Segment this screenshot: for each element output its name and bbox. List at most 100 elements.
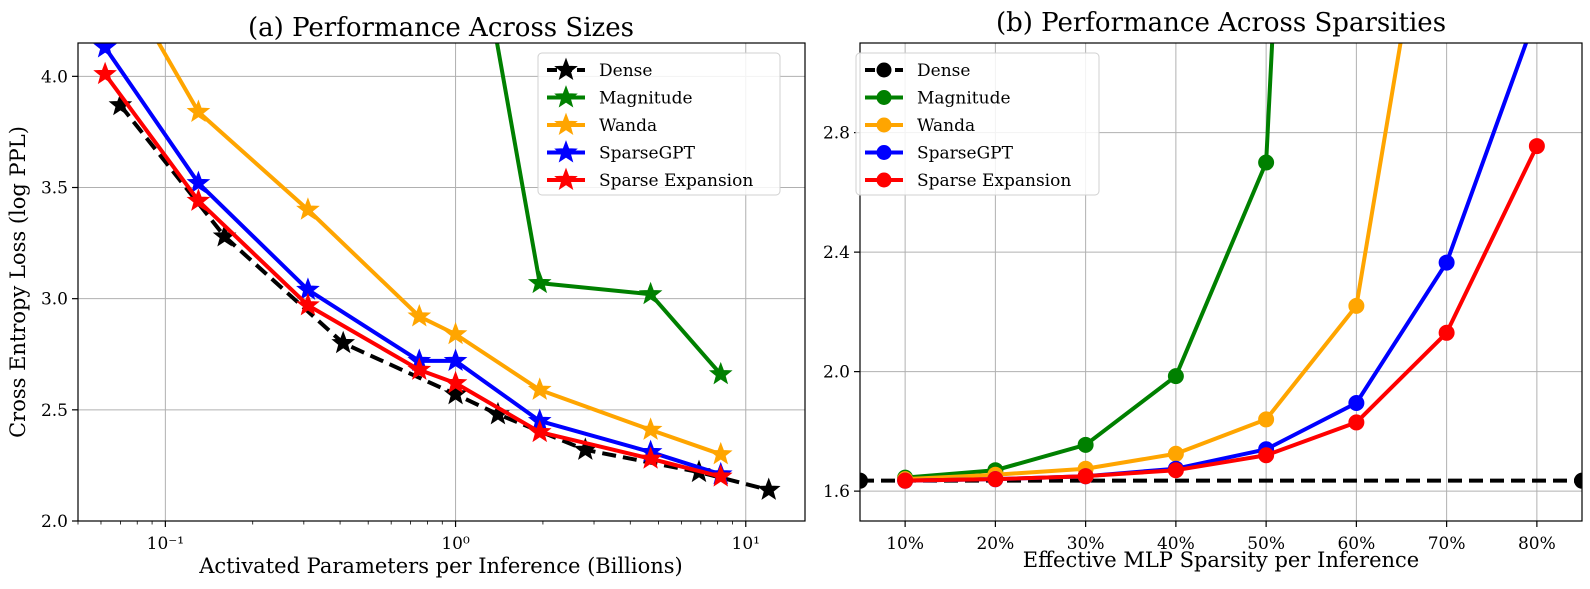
data-point [1077, 436, 1094, 453]
panel-performance-across-sparsities: (b) Performance Across Sparsities 10% 20%… [823, 6, 1583, 572]
data-point [638, 446, 663, 469]
legend-item-magnitude: Magnitude [547, 85, 693, 109]
data-point [1077, 468, 1094, 485]
data-point [186, 99, 211, 122]
legend-item-sparse-expansion: Sparse Expansion [547, 167, 753, 191]
series-dense [860, 472, 1582, 489]
x-axis-label: Activated Parameters per Inference (Bill… [198, 554, 683, 578]
data-point [897, 472, 914, 489]
data-point [1167, 368, 1184, 385]
data-point [443, 321, 468, 345]
x-tick-label: 50% [1247, 534, 1285, 554]
data-series [860, 6, 1582, 489]
legend-item-dense: Dense [547, 57, 652, 81]
data-point [186, 170, 211, 194]
legend-marker [876, 90, 892, 105]
y-tick-label: 1.6 [823, 482, 850, 502]
series-line [905, 145, 1539, 483]
x-tick-label: 70% [1428, 534, 1466, 554]
legend-marker [876, 172, 892, 188]
data-point [1529, 6, 1544, 21]
data-series [93, 43, 781, 500]
legend-marker [554, 112, 578, 136]
legend-label: Sparse Expansion [599, 171, 753, 191]
data-point [527, 270, 552, 294]
legend-label: Wanda [599, 116, 657, 136]
data-point [186, 188, 211, 211]
data-point [1574, 472, 1582, 489]
legend-label: Magnitude [917, 89, 1011, 109]
data-point [1348, 394, 1365, 411]
x-tick-label: 40% [1157, 534, 1195, 554]
x-tick-label: 10¹ [732, 534, 760, 554]
data-point [1348, 297, 1365, 314]
series-magnitude [495, 43, 733, 385]
legend-item-wanda: Wanda [865, 116, 975, 136]
legend-item-sparsegpt: SparseGPT [547, 140, 696, 164]
series-sparse-expansion [897, 138, 1545, 489]
legend-marker [554, 167, 578, 191]
plot-frame [77, 42, 806, 522]
data-point [860, 472, 868, 489]
y-tick-label: 2.0 [823, 363, 850, 383]
data-point [1438, 254, 1455, 271]
x-tick-label: 80% [1518, 534, 1556, 554]
legend-frame [855, 52, 1100, 196]
legend-label: Dense [599, 61, 652, 81]
legend-item-magnitude: Magnitude [865, 89, 1011, 109]
legend-marker [876, 117, 892, 133]
x-axis-label: Effective MLP Sparsity per Inference [1023, 548, 1419, 572]
legend-label: SparseGPT [599, 144, 696, 164]
panel-performance-across-sizes: (a) Performance Across Sizes 10⁻¹ 10⁰ 10¹ 2… [6, 13, 806, 578]
legend-frame [537, 52, 781, 196]
data-point [443, 381, 468, 405]
data-point [1167, 462, 1184, 479]
data-point [708, 441, 733, 465]
legend-item-dense: Dense [865, 61, 970, 81]
series-line [904, 43, 1275, 480]
axis-ticks: 10% 20% 30% 40% 50% 60% 70% 80% 1.6 2.0 2.4 2.8 [823, 124, 1556, 554]
chart-title: (a) Performance Across Sizes [248, 13, 634, 43]
series-line [103, 72, 722, 479]
legend-marker [554, 140, 578, 163]
legend-marker [876, 62, 892, 78]
legend-label: Dense [917, 61, 970, 81]
legend-label: Wanda [917, 116, 975, 136]
y-tick-label: 3.5 [41, 179, 68, 199]
data-point [93, 43, 117, 58]
y-tick-label: 2.5 [41, 401, 68, 421]
data-point [527, 419, 552, 443]
y-tick-label: 2.8 [823, 124, 850, 144]
x-tick-label: 60% [1337, 534, 1375, 554]
series-line [495, 43, 723, 376]
data-point [296, 197, 320, 220]
data-point [708, 464, 733, 487]
legend-item-sparsegpt: SparseGPT [865, 144, 1014, 164]
x-tick-label: 10⁰ [441, 534, 470, 554]
y-tick-label: 3.0 [41, 290, 68, 310]
legend-label: Sparse Expansion [917, 171, 1071, 191]
data-point [527, 377, 552, 400]
legend: Dense Magnitude Wanda SparseGPT Sparse Expan… [855, 52, 1100, 196]
series-sparse-expansion [93, 61, 733, 487]
data-point [638, 417, 663, 440]
legend: Dense Magnitude Wanda SparseGPT Sparse Expan… [537, 52, 781, 196]
chart-title: (b) Performance Across Sparsities [996, 8, 1446, 38]
data-point [1258, 411, 1275, 428]
legend-item-wanda: Wanda [547, 112, 657, 136]
legend-label: SparseGPT [917, 144, 1014, 164]
series-line [156, 43, 722, 457]
data-point [443, 370, 468, 394]
data-point [407, 304, 432, 327]
data-point [407, 357, 432, 380]
series-wanda [156, 43, 733, 465]
y-tick-label: 2.4 [823, 243, 850, 263]
legend-marker [554, 57, 578, 81]
y-tick-label: 4.0 [41, 67, 68, 87]
series-dense [108, 92, 781, 500]
data-point [1258, 447, 1275, 464]
data-point [331, 330, 356, 354]
plot-frame [859, 42, 1583, 522]
data-point [1167, 445, 1184, 462]
